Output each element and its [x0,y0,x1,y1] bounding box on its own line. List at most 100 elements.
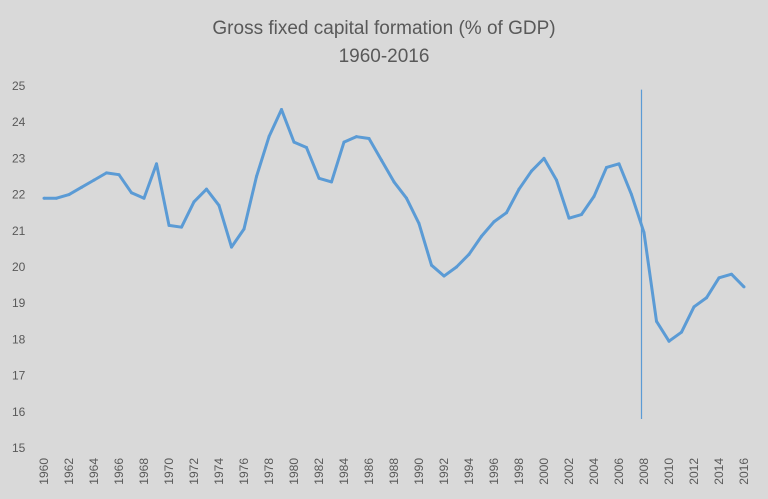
x-tick-label: 2010 [662,458,676,485]
x-tick-label: 2000 [537,458,551,485]
data-point [555,178,558,182]
x-tick-label: 1960 [37,458,51,485]
x-tick-label: 1966 [112,458,126,485]
x-tick-label: 2016 [737,458,751,485]
data-point [655,319,658,323]
x-tick-label: 1992 [437,458,451,485]
data-point [55,196,58,200]
x-tick-label: 1982 [312,458,326,485]
data-point [605,165,608,169]
data-point [705,296,708,300]
x-tick-label: 1964 [87,458,101,485]
data-point [717,276,721,280]
y-tick-label: 22 [12,188,26,202]
data-point [467,252,471,256]
data-point [455,265,458,269]
x-tick-label: 2002 [562,458,576,485]
y-tick-label: 20 [12,260,26,274]
data-point [342,140,346,144]
x-tick-label: 1970 [162,458,176,485]
data-point [667,339,671,343]
y-tick-label: 16 [12,405,26,419]
y-tick-label: 19 [12,296,26,310]
data-point [430,263,433,267]
y-tick-label: 24 [12,115,26,129]
data-point [530,169,533,173]
data-point [367,136,371,140]
data-point [155,162,158,166]
data-point [67,193,71,197]
x-tick-label: 1972 [187,458,201,485]
data-point [392,180,396,184]
chart-subtitle: 1960-2016 [339,46,430,67]
data-point [592,194,596,198]
data-point [692,305,696,309]
y-tick-label: 23 [12,151,26,165]
data-point [255,175,258,178]
data-point [480,234,483,238]
data-point [442,274,446,278]
data-point [117,173,121,177]
data-point [217,203,221,207]
data-point [42,196,46,200]
data-point [205,187,208,191]
data-point [680,330,683,334]
y-tick-label: 17 [12,369,26,383]
x-tick-label: 1980 [287,458,301,485]
x-tick-label: 1984 [337,458,351,485]
data-point [280,108,283,112]
x-tick-label: 1974 [212,458,226,485]
data-point [580,213,583,217]
x-tick-label: 1994 [462,458,476,485]
y-tick-label: 25 [12,79,26,93]
data-point [542,156,546,160]
x-tick-label: 2004 [587,458,601,485]
x-tick-label: 1976 [237,458,251,485]
data-point [417,222,421,226]
data-point [105,171,108,175]
data-point [505,211,508,215]
data-point [492,220,496,224]
x-tick-label: 2008 [637,458,651,485]
data-point [180,225,183,229]
data-point [380,158,383,162]
data-point [642,231,646,235]
data-point [167,223,171,227]
data-point [267,135,271,139]
data-point [742,285,746,289]
data-point [517,187,521,191]
y-tick-label: 21 [12,224,26,238]
x-tick-label: 1998 [512,458,526,485]
data-point [330,180,333,184]
data-point [305,146,308,150]
y-tick-label: 15 [12,441,26,455]
x-tick-label: 1968 [137,458,151,485]
chart-title: Gross fixed capital formation (% of GDP) [212,18,555,39]
data-point [92,178,96,182]
data-point [617,162,621,166]
data-point [142,196,146,200]
data-point [730,272,733,276]
data-point [567,216,571,220]
y-tick-label: 18 [12,332,26,346]
data-point [130,191,133,195]
data-point [292,140,296,144]
data-point [317,176,321,180]
data-point [630,193,633,197]
data-point [230,245,233,249]
x-tick-label: 1962 [62,458,76,485]
data-point [242,227,246,231]
x-tick-label: 2006 [612,458,626,485]
data-point [405,196,408,200]
x-tick-label: 2014 [712,458,726,485]
x-tick-label: 1978 [262,458,276,485]
data-point [355,135,358,139]
x-tick-label: 1990 [412,458,426,485]
x-tick-label: 1986 [362,458,376,485]
x-tick-label: 1996 [487,458,501,485]
x-tick-label: 1988 [387,458,401,485]
series-line [44,108,746,343]
data-point [192,200,196,204]
